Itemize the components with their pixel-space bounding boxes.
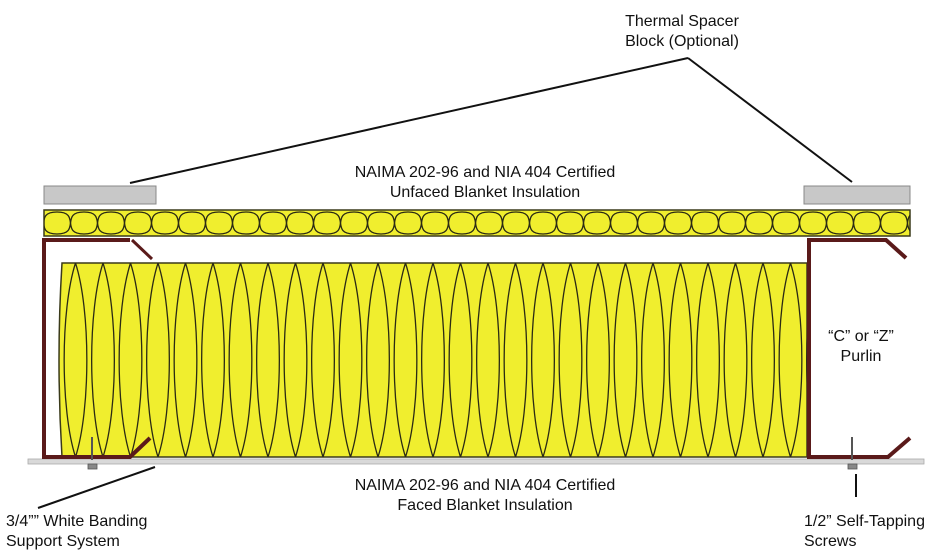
label-purlin-line2: Purlin: [840, 348, 882, 365]
faced-blanket-layer: [58, 262, 808, 458]
spacer-leader-left: [129, 57, 689, 184]
label-faced-blanket: NAIMA 202-96 and NIA 404 Certified Faced…: [300, 476, 670, 516]
label-thermal-spacer-line2: Block (Optional): [625, 33, 739, 50]
label-banding-line1: 3/4”” White Banding: [6, 513, 148, 530]
leader-lines: [37, 57, 857, 509]
label-unfaced-blanket-line2: Unfaced Blanket Insulation: [389, 184, 581, 201]
fibre-pattern: [63, 263, 807, 457]
label-banding-line2: Support System: [6, 533, 120, 550]
spacer-leader-right: [687, 57, 853, 183]
left-purlin: [42, 238, 154, 459]
label-thermal-spacer-line1: Thermal Spacer: [625, 13, 739, 30]
thermal-spacer-right: [803, 185, 911, 205]
fibre-pattern: [44, 211, 910, 235]
label-thermal-spacer: Thermal Spacer Block (Optional): [596, 12, 768, 52]
banding-leader: [37, 466, 156, 509]
screw-right: [847, 437, 858, 470]
thermal-spacer-left: [43, 185, 157, 205]
label-purlin: “C” or “Z” Purlin: [820, 327, 902, 367]
label-unfaced-blanket-line1: NAIMA 202-96 and NIA 404 Certified: [354, 164, 616, 181]
label-screws: 1/2” Self-Tapping Screws: [804, 512, 925, 552]
label-faced-blanket-line2: Faced Blanket Insulation: [397, 497, 573, 514]
label-purlin-line1: “C” or “Z”: [828, 328, 894, 345]
right-purlin: [807, 238, 912, 459]
label-unfaced-blanket: NAIMA 202-96 and NIA 404 Certified Unfac…: [300, 163, 670, 203]
unfaced-blanket-layer: [43, 209, 911, 237]
label-screws-line2: Screws: [804, 533, 857, 550]
label-screws-line1: 1/2” Self-Tapping: [804, 513, 925, 530]
label-faced-blanket-line1: NAIMA 202-96 and NIA 404 Certified: [354, 477, 616, 494]
screw-left: [87, 437, 98, 470]
metal-panel: [27, 458, 925, 465]
label-banding: 3/4”” White Banding Support System: [6, 512, 147, 552]
